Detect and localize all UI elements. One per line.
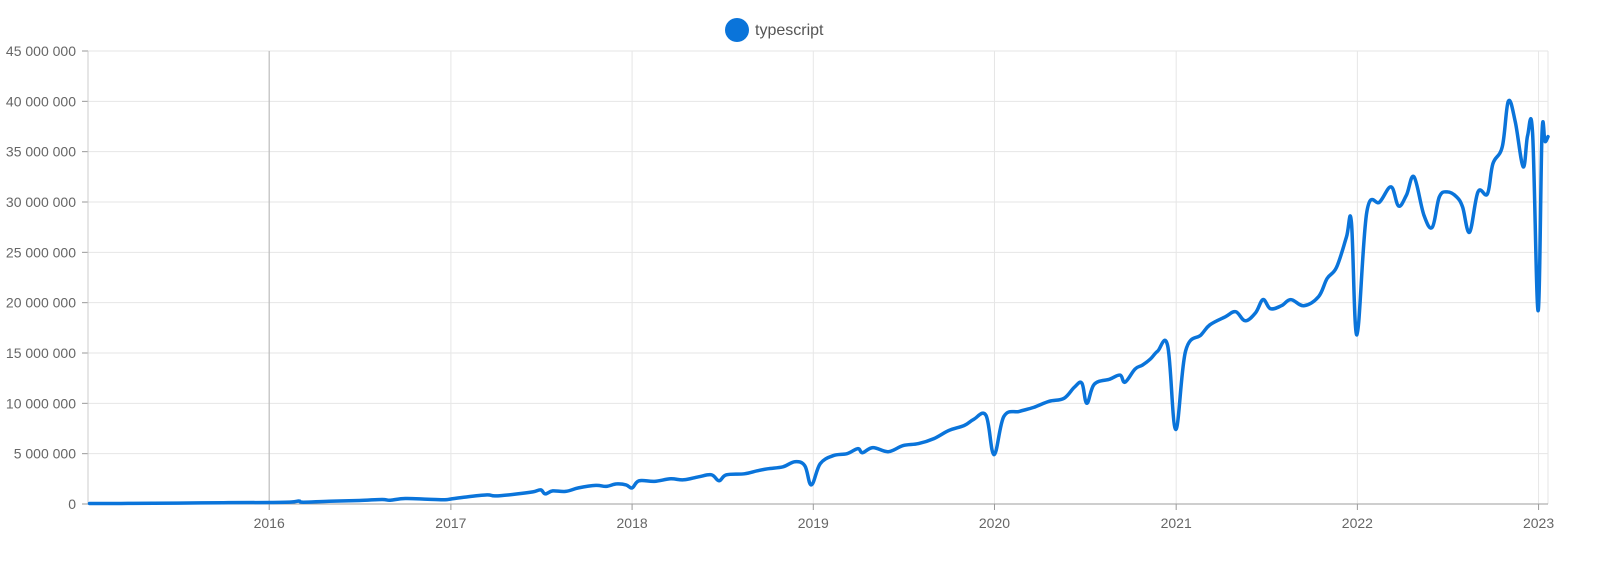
axes — [82, 50, 1548, 510]
gridlines — [88, 50, 1549, 504]
y-tick-label: 30 000 000 — [6, 194, 76, 210]
y-tick-label: 45 000 000 — [6, 43, 76, 59]
x-tick-label: 2016 — [254, 515, 285, 531]
x-tick-label: 2018 — [617, 515, 648, 531]
y-tick-label: 10 000 000 — [6, 395, 76, 411]
y-tick-label: 40 000 000 — [6, 93, 76, 109]
y-tick-label: 20 000 000 — [6, 295, 76, 311]
x-tick-label: 2022 — [1342, 515, 1373, 531]
series-lines — [87, 98, 1550, 506]
x-tick-label: 2017 — [435, 515, 466, 531]
y-tick-label: 25 000 000 — [6, 244, 76, 260]
y-tick-label: 15 000 000 — [6, 345, 76, 361]
y-tick-label: 0 — [68, 496, 76, 512]
series-line-typescript[interactable] — [87, 98, 1550, 506]
y-axis-tick-labels: 0 5 000 000 10 000 000 15 000 000 20 000 000… — [6, 43, 76, 512]
x-tick-label: 2020 — [979, 515, 1010, 531]
legend[interactable]: typescript — [725, 18, 824, 42]
x-axis-tick-labels: 2016 2017 2018 2019 2020 2021 2022 2023 — [254, 515, 1555, 531]
x-tick-label: 2023 — [1523, 515, 1554, 531]
x-tick-label: 2019 — [798, 515, 829, 531]
y-tick-label: 35 000 000 — [6, 144, 76, 160]
legend-label-typescript[interactable]: typescript — [755, 22, 824, 39]
y-tick-label: 5 000 000 — [14, 446, 76, 462]
x-tick-label: 2021 — [1161, 515, 1192, 531]
legend-swatch-icon[interactable] — [725, 18, 749, 42]
